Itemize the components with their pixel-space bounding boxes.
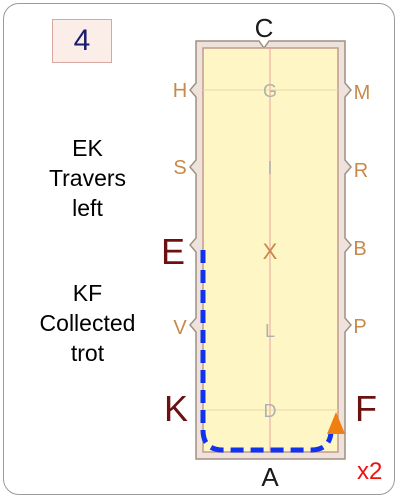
letter-r: R <box>354 160 368 182</box>
letter-a: A <box>261 462 279 492</box>
movement-1-line-1: EK <box>72 135 103 161</box>
pattern-number: 4 <box>73 24 91 57</box>
letter-f: F <box>355 388 377 429</box>
letter-k: K <box>164 388 188 429</box>
letter-h: H <box>173 80 187 102</box>
movement-1-line-3: left <box>72 195 103 221</box>
letter-c: C <box>255 13 274 43</box>
pattern-number-badge: 4 <box>52 19 112 63</box>
repeat-count: x2 <box>357 458 383 485</box>
movement-2-line-3: trot <box>70 340 105 366</box>
triangle-icon <box>327 412 345 434</box>
letter-p: P <box>353 316 366 338</box>
route-dashed-line <box>200 250 334 453</box>
letter-v: V <box>173 317 187 339</box>
movement-2-text: KF Collected trot <box>20 278 155 368</box>
letter-s: S <box>173 157 186 179</box>
movement-1-line-2: Travers <box>48 165 127 191</box>
center-letter-i: I <box>267 158 272 178</box>
letter-b: B <box>353 238 366 260</box>
center-letter-x: X <box>263 239 278 264</box>
movement-2-line-2: Collected <box>39 310 136 336</box>
movement-2-line-1: KF <box>72 280 103 306</box>
center-letter-d: D <box>264 401 277 421</box>
center-letter-g: G <box>263 81 277 101</box>
letter-m: M <box>354 82 371 104</box>
letter-e: E <box>161 231 185 272</box>
center-letter-l: L <box>265 321 275 341</box>
movement-1-text: EK Travers left <box>20 133 155 223</box>
